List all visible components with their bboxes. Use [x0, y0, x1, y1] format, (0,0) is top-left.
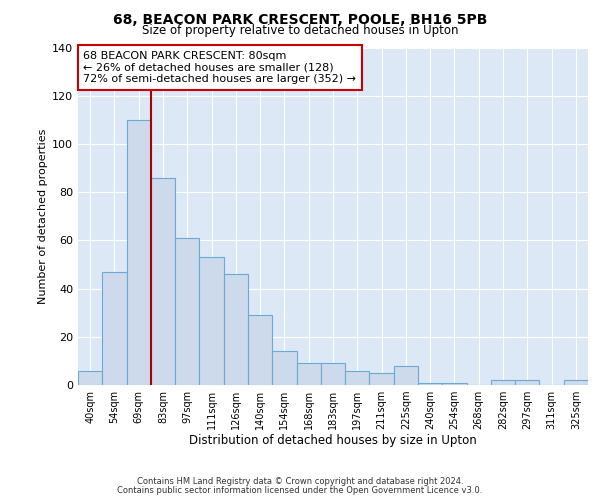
- Text: 68 BEACON PARK CRESCENT: 80sqm
← 26% of detached houses are smaller (128)
72% of: 68 BEACON PARK CRESCENT: 80sqm ← 26% of …: [83, 51, 356, 84]
- Bar: [321, 364, 345, 385]
- Bar: [296, 364, 321, 385]
- Text: Contains public sector information licensed under the Open Government Licence v3: Contains public sector information licen…: [118, 486, 482, 495]
- Bar: [515, 380, 539, 385]
- Bar: [175, 238, 199, 385]
- X-axis label: Distribution of detached houses by size in Upton: Distribution of detached houses by size …: [189, 434, 477, 446]
- Bar: [127, 120, 151, 385]
- Bar: [394, 366, 418, 385]
- Bar: [345, 370, 370, 385]
- Bar: [102, 272, 127, 385]
- Bar: [442, 382, 467, 385]
- Bar: [199, 257, 224, 385]
- Bar: [224, 274, 248, 385]
- Bar: [418, 382, 442, 385]
- Bar: [564, 380, 588, 385]
- Y-axis label: Number of detached properties: Number of detached properties: [38, 128, 48, 304]
- Text: Size of property relative to detached houses in Upton: Size of property relative to detached ho…: [142, 24, 458, 37]
- Bar: [151, 178, 175, 385]
- Bar: [248, 315, 272, 385]
- Bar: [78, 370, 102, 385]
- Bar: [370, 373, 394, 385]
- Text: 68, BEACON PARK CRESCENT, POOLE, BH16 5PB: 68, BEACON PARK CRESCENT, POOLE, BH16 5P…: [113, 12, 487, 26]
- Text: Contains HM Land Registry data © Crown copyright and database right 2024.: Contains HM Land Registry data © Crown c…: [137, 477, 463, 486]
- Bar: [491, 380, 515, 385]
- Bar: [272, 351, 296, 385]
